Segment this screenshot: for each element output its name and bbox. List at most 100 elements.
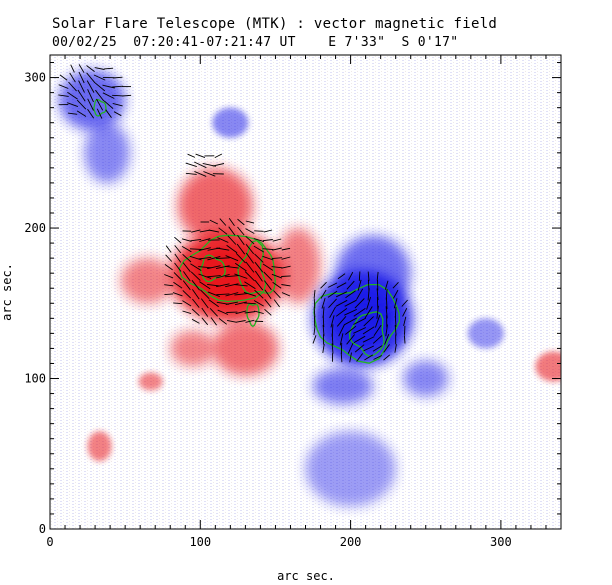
- field-vector: [59, 74, 68, 81]
- field-vector: [322, 324, 325, 336]
- field-vector: [112, 102, 123, 107]
- field-vector: [376, 288, 379, 301]
- field-vector: [237, 218, 245, 226]
- field-vector: [225, 283, 239, 288]
- field-vector: [339, 333, 344, 346]
- field-vector: [190, 263, 202, 271]
- polarity-region-positive: [535, 351, 561, 382]
- polarity-region-negative: [467, 318, 504, 349]
- field-vector: [187, 153, 196, 158]
- field-vector: [336, 316, 347, 327]
- field-vector: [77, 89, 86, 102]
- field-vector: [93, 74, 106, 81]
- field-vector: [281, 292, 291, 297]
- field-vector: [212, 163, 225, 167]
- field-vector: [192, 289, 200, 300]
- field-vector: [367, 279, 370, 291]
- x-tick-label: 0: [46, 535, 53, 549]
- field-vector: [254, 280, 264, 291]
- field-vector: [174, 262, 182, 272]
- field-vector: [189, 255, 202, 261]
- field-vector: [262, 248, 274, 251]
- field-vector: [345, 290, 356, 299]
- field-vector: [237, 235, 245, 246]
- field-vector: [227, 235, 237, 245]
- field-vector: [208, 229, 220, 233]
- field-vector: [254, 253, 264, 263]
- field-vector: [189, 248, 202, 250]
- field-vector: [182, 253, 192, 263]
- field-vector: [86, 72, 95, 83]
- field-vector: [234, 293, 248, 296]
- field-vector: [357, 279, 362, 291]
- field-vector: [394, 306, 397, 318]
- field-vector: [281, 284, 291, 287]
- field-vector: [225, 292, 239, 297]
- field-vector: [105, 109, 112, 118]
- field-vector: [244, 281, 256, 290]
- field-vector: [335, 299, 348, 307]
- field-vector: [394, 315, 397, 327]
- field-vector: [76, 99, 87, 110]
- field-vector: [254, 270, 263, 282]
- x-tick-label: 100: [189, 535, 211, 549]
- field-vector: [385, 306, 388, 319]
- field-vector: [58, 84, 69, 89]
- field-vector: [243, 291, 257, 297]
- field-vector: [263, 271, 273, 281]
- field-vector: [228, 226, 236, 236]
- field-vector: [254, 261, 264, 273]
- field-vector: [164, 264, 173, 271]
- field-vector: [94, 81, 106, 92]
- field-contour: [246, 303, 260, 328]
- field-vector: [201, 307, 209, 317]
- polarity-region-negative: [212, 107, 249, 138]
- field-vector: [69, 72, 76, 83]
- field-vector: [225, 255, 239, 262]
- field-vector: [94, 67, 105, 70]
- field-vector: [182, 280, 191, 291]
- field-vector: [195, 153, 206, 159]
- field-vector: [281, 256, 291, 260]
- axis-ticks: [49, 55, 562, 530]
- field-vector: [226, 244, 238, 254]
- field-vector: [373, 355, 382, 360]
- chart-title: Solar Flare Telescope (MTK) : vector mag…: [52, 16, 498, 32]
- field-vector: [236, 320, 246, 323]
- field-vector: [346, 334, 355, 345]
- field-vector: [70, 64, 75, 73]
- field-vector: [237, 226, 245, 236]
- field-vector: [384, 334, 390, 345]
- field-vector: [208, 299, 219, 308]
- field-vector: [173, 281, 183, 289]
- field-vector: [245, 220, 255, 224]
- field-vector: [228, 218, 235, 227]
- field-vector: [322, 306, 325, 319]
- field-vector: [281, 265, 291, 269]
- field-vector: [363, 345, 374, 352]
- field-vector: [354, 298, 365, 309]
- field-vector: [313, 290, 316, 299]
- field-vector: [214, 153, 223, 159]
- polarity-region-negative: [335, 235, 411, 311]
- field-vector: [68, 81, 77, 92]
- field-contour: [93, 98, 107, 117]
- field-vector: [344, 308, 357, 316]
- field-vector: [320, 281, 327, 289]
- field-vector: [281, 247, 291, 251]
- polarity-regions: [59, 70, 561, 507]
- field-vector: [264, 280, 272, 291]
- field-vector: [104, 67, 114, 70]
- field-vector: [199, 229, 210, 233]
- field-vector: [245, 319, 255, 323]
- field-vector: [67, 112, 78, 115]
- field-vector: [198, 273, 212, 279]
- field-vector: [191, 318, 200, 324]
- field-vector: [353, 335, 366, 343]
- field-vector: [102, 84, 115, 89]
- field-vector: [78, 64, 85, 73]
- field-vector: [364, 354, 374, 361]
- polarity-region-negative: [84, 122, 130, 183]
- field-vector: [181, 246, 192, 253]
- field-vector: [330, 315, 335, 328]
